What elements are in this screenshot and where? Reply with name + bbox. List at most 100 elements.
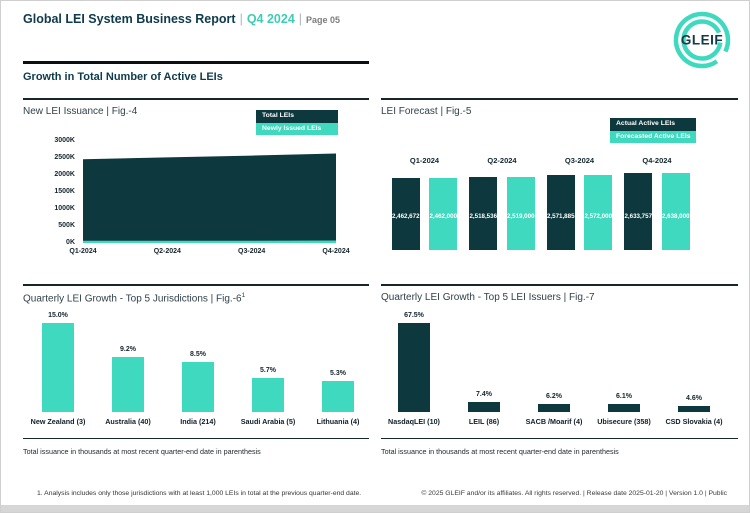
bar xyxy=(112,357,144,412)
section-divider xyxy=(23,61,369,64)
fig6-title: Quarterly LEI Growth - Top 5 Jurisdictio… xyxy=(23,292,245,304)
legend-item: Actual Active LEIs xyxy=(610,118,696,131)
category-label: Q1-2024 xyxy=(409,156,440,165)
category-label: Ubisecure (358) xyxy=(597,417,651,426)
bar: 2,638,000 xyxy=(661,173,690,250)
fig6-title-superscript: 1 xyxy=(241,292,246,299)
bar-value-label: 2,519,000 xyxy=(506,213,535,220)
bar-value-label: 2,462,672 xyxy=(391,212,420,220)
fig5-chart: Q1-2024 Q2-2024 Q3-2024 Q4-2024 2,462,672 2,5… xyxy=(381,100,738,261)
separator: | xyxy=(239,12,243,26)
category-label: CSD Slovakia (4) xyxy=(665,417,723,426)
bar-value-label: 9.2% xyxy=(120,346,136,354)
bar-value-label: 7.4% xyxy=(476,391,492,399)
bar xyxy=(322,380,354,412)
x-axis-tick: Q4-2024 xyxy=(322,248,350,255)
category-label: NasdaqLEI (10) xyxy=(388,417,440,426)
bar: 2,572,000 xyxy=(584,174,613,250)
bar-value-label: 2,462,000 xyxy=(429,212,458,220)
category-label: Lithuania (4) xyxy=(316,417,360,426)
y-axis-tick: 0K xyxy=(66,239,75,246)
report-title: Global LEI System Business Report xyxy=(23,12,236,26)
bar xyxy=(398,323,430,412)
gleif-logo-text: GLEIF xyxy=(681,33,723,48)
bar-value-label: 15.0% xyxy=(48,312,68,319)
x-axis-tick: Q2-2024 xyxy=(153,248,181,255)
report-header: Global LEI System Business Report | Q4 202… xyxy=(23,12,340,26)
y-axis-tick: 2500K xyxy=(54,154,75,161)
bar: 2,462,000 xyxy=(429,178,458,250)
legend-item: Total LEIs xyxy=(256,110,338,123)
bar-value-label: 6.1% xyxy=(616,393,632,400)
bar-value-label: 2,638,000 xyxy=(661,213,690,220)
bar-value-label: 2,633,757 xyxy=(624,212,653,220)
bar xyxy=(468,402,500,412)
area-series-total-leis xyxy=(83,153,336,243)
chart-legend: Total LEIs Newly Issued LEIs xyxy=(256,110,338,135)
gleif-logo-icon: GLEIF xyxy=(673,11,731,69)
area-series-newly-issued-leis xyxy=(83,240,336,243)
bar: 2,519,000 xyxy=(506,176,535,250)
bar xyxy=(678,405,710,412)
bar-value-label: 67.5% xyxy=(404,312,424,319)
bar xyxy=(538,403,570,412)
report-quarter: Q4 2024 xyxy=(246,12,295,26)
bar-value-label: 8.5% xyxy=(190,350,206,358)
y-axis-tick: 2000K xyxy=(54,171,75,178)
bar xyxy=(42,323,74,412)
jurisdictions-note: Total issuance in thousands at most rece… xyxy=(23,447,261,456)
fig4-title: New LEI Issuance | Fig.-4 xyxy=(23,106,138,117)
bar: 2,571,885 xyxy=(546,174,575,250)
x-axis-tick: Q1-2024 xyxy=(69,248,97,255)
issuers-note: Total issuance in thousands at most rece… xyxy=(381,447,619,456)
page-number: Page 05 xyxy=(306,15,341,25)
fig7-title: Quarterly LEI Growth - Top 5 LEI Issuers… xyxy=(381,292,595,303)
bar: 2,462,672 xyxy=(391,178,420,250)
separator: | xyxy=(298,12,303,26)
panel-lei-forecast: LEI Forecast | Fig.-5 Q1-2024 Q2-2024 Q3-2… xyxy=(381,98,738,261)
category-label: India (214) xyxy=(180,417,216,426)
bar xyxy=(182,361,214,412)
legend-item: Newly Issued LEIs xyxy=(256,122,338,135)
bottom-strip xyxy=(1,505,749,512)
bar xyxy=(608,404,640,412)
category-label: Q4-2024 xyxy=(642,156,672,165)
copyright-footer: © 2025 GLEIF and/or its affiliates. All … xyxy=(421,490,727,497)
panel-new-lei-issuance: New LEI Issuance | Fig.-4 3000K 2500K 2000… xyxy=(23,98,369,261)
y-axis-tick: 3000K xyxy=(54,137,75,144)
area-plot xyxy=(83,153,336,243)
fig6-chart: 15.0% New Zealand (3) 9.2% Australia (40) 8.… xyxy=(23,286,369,438)
category-label: Saudi Arabia (5) xyxy=(240,417,296,426)
bar-value-label: 5.3% xyxy=(330,369,346,377)
category-label: Australia (40) xyxy=(105,417,151,426)
fig5-title: LEI Forecast | Fig.-5 xyxy=(381,106,472,117)
category-label: LEIL (86) xyxy=(468,417,500,426)
gleif-logo: GLEIF xyxy=(661,7,743,73)
bar-value-label: 2,571,885 xyxy=(546,212,575,220)
fig4-chart: 3000K 2500K 2000K 1500K 1000K 500K 0K Q1-2024 Q2… xyxy=(23,100,369,261)
analysis-footnote: 1. Analysis includes only those jurisdic… xyxy=(37,490,362,497)
bar: 2,518,536 xyxy=(469,176,498,250)
legend-item: Forecasted Active LEIs xyxy=(610,130,696,143)
category-label: SACB /Moarif (4) xyxy=(525,417,583,426)
category-label: New Zealand (3) xyxy=(30,417,86,426)
bar: 2,633,757 xyxy=(624,173,653,250)
category-label: Q2-2024 xyxy=(487,156,517,165)
y-axis-tick: 1500K xyxy=(54,188,75,195)
chart-legend: Actual Active LEIs Forecasted Active LEIs xyxy=(610,118,696,143)
panel-top5-issuers: Quarterly LEI Growth - Top 5 LEI Issuers… xyxy=(381,284,738,439)
panel-top5-jurisdictions: Quarterly LEI Growth - Top 5 Jurisdictio… xyxy=(23,284,369,439)
bar-value-label: 2,518,536 xyxy=(469,213,498,220)
y-axis-tick: 1000K xyxy=(54,205,75,212)
bar-value-label: 2,572,000 xyxy=(584,212,613,220)
section-title: Growth in Total Number of Active LEIs xyxy=(23,71,223,83)
bar-value-label: 6.2% xyxy=(546,392,562,400)
y-axis-tick: 500K xyxy=(58,222,75,229)
fig7-chart: 67.5% NasdaqLEI (10) 7.4% LEIL (86) 6.2% SACB… xyxy=(381,286,738,438)
bar-value-label: 4.6% xyxy=(686,394,702,402)
category-label: Q3-2024 xyxy=(564,156,595,165)
bar-value-label: 5.7% xyxy=(260,367,276,375)
x-axis-tick: Q3-2024 xyxy=(238,248,266,255)
fig6-title-text: Quarterly LEI Growth - Top 5 Jurisdictio… xyxy=(23,293,242,305)
